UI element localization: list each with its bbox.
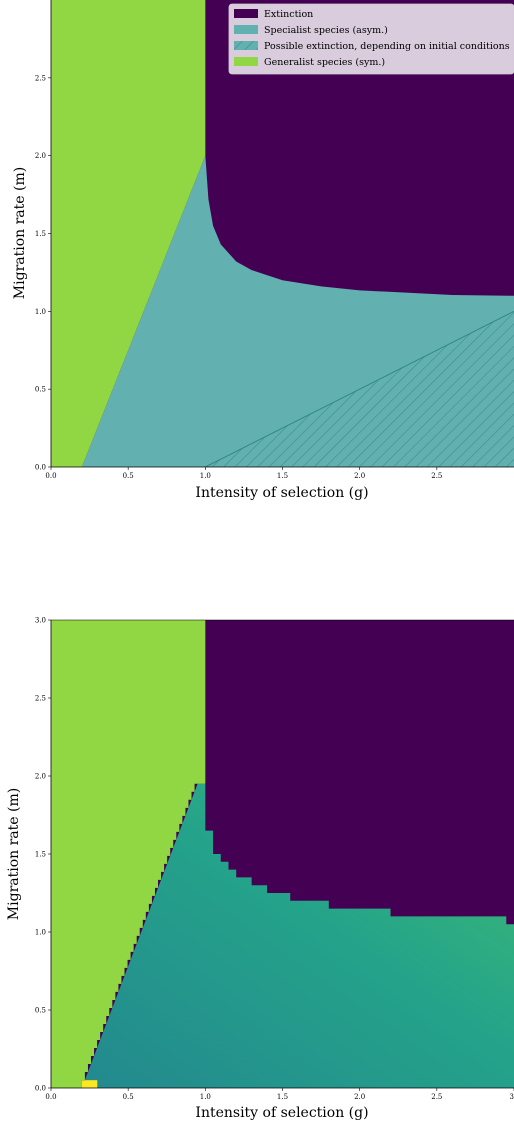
bottom-y-tick-label: 3.0 xyxy=(35,617,46,625)
top-x-tick-label: 1.0 xyxy=(200,472,211,480)
phase-diagram-analytic: 0.0 0.5 1.0 1.5 2.0 2.5 0.0 0.5 1.0 1.5 2.0 2.5 Int… xyxy=(12,0,514,501)
generalist-region xyxy=(51,620,206,1088)
bottom-y-tick-label: 2.0 xyxy=(35,773,46,781)
top-x-tick-label: 2.5 xyxy=(431,472,442,480)
bottom-x-tick-label: 1.0 xyxy=(200,1093,211,1101)
bottom-y-axis-label: Migration rate (m) xyxy=(6,788,22,920)
top-y-tick-label: 0.0 xyxy=(35,464,46,472)
top-y-tick-label: 2.5 xyxy=(35,74,46,82)
legend: Extinction Specialist species (asym.) Poss… xyxy=(228,3,514,75)
top-y-tick-label: 1.0 xyxy=(35,308,46,316)
top-x-tick-label: 1.5 xyxy=(277,472,288,480)
top-y-tick-label: 2.0 xyxy=(35,152,46,160)
top-x-tick-label: 0.0 xyxy=(45,472,56,480)
outlier-cell xyxy=(81,1080,98,1088)
legend-swatch xyxy=(234,9,258,18)
legend-swatch xyxy=(234,25,258,34)
top-x-tick-label: 2.0 xyxy=(354,472,365,480)
top-y-axis-label: Migration rate (m) xyxy=(12,167,28,299)
generalist-region xyxy=(51,0,206,467)
legend-swatch xyxy=(234,41,258,50)
possible-extinction-boundary-line xyxy=(205,310,514,467)
bottom-y-tick-label: 1.5 xyxy=(35,851,46,859)
bottom-x-tick-label: 1.5 xyxy=(277,1093,288,1101)
legend-label: Specialist species (asym.) xyxy=(264,25,388,36)
bottom-x-tick-label: 3 xyxy=(510,1093,514,1101)
legend-box xyxy=(228,3,514,75)
bottom-y-tick-label: 1.0 xyxy=(35,929,46,937)
bottom-y-tick-label: 0.0 xyxy=(35,1085,46,1093)
legend-label: Extinction xyxy=(264,9,313,20)
bottom-x-tick-label: 2.5 xyxy=(431,1093,442,1101)
bottom-y-tick-label: 2.5 xyxy=(35,695,46,703)
legend-swatch xyxy=(234,57,258,66)
specialist-region xyxy=(81,783,514,1088)
phase-diagram-simulated: 0.0 0.5 1.0 1.5 2.0 2.5 3 0.0 0.5 1.0 1.5 2.0 2.5 3.0… xyxy=(6,617,514,1121)
top-y-tick-label: 1.5 xyxy=(35,230,46,238)
top-x-axis-label: Intensity of selection (g) xyxy=(195,485,368,501)
bottom-y-tick-label: 0.5 xyxy=(35,1007,46,1015)
bottom-x-tick-label: 0.0 xyxy=(45,1093,56,1101)
bottom-x-tick-label: 2.0 xyxy=(354,1093,365,1101)
bottom-x-tick-label: 0.5 xyxy=(123,1093,134,1101)
top-y-tick-label: 0.5 xyxy=(35,386,46,394)
top-x-tick-label: 0.5 xyxy=(123,472,134,480)
possible-extinction-region xyxy=(205,311,514,467)
bottom-x-axis-label: Intensity of selection (g) xyxy=(195,1105,368,1121)
legend-label: Generalist species (sym.) xyxy=(264,57,385,68)
legend-label: Possible extinction, depending on initia… xyxy=(264,41,510,52)
